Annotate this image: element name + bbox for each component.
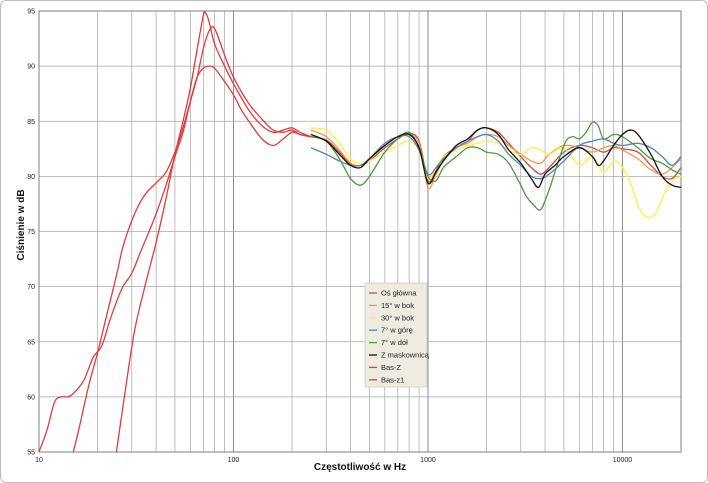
x-tick-label: 10	[35, 457, 43, 464]
series-layer	[38, 10, 682, 453]
series-line-3	[310, 127, 682, 219]
y-tick-label: 75	[27, 229, 35, 236]
x-tick-label: 10000	[613, 457, 633, 464]
y-axis-title: Ciśnienie w dB	[16, 189, 27, 260]
series-line-4	[310, 133, 682, 180]
y-tick-label: 95	[27, 9, 35, 16]
x-axis-title: Częstotliwość w Hz	[314, 462, 406, 473]
legend: Oś główna 15° w bok 30° w bok 7° w górę 7° w…	[364, 282, 430, 388]
legend-label: Bas-Z	[381, 363, 401, 372]
y-tick-label: 80	[27, 174, 35, 181]
series-line-5	[310, 121, 682, 211]
y-tick-label: 70	[27, 284, 35, 291]
legend-label: 30° w bok	[381, 313, 414, 322]
y-tick-label: 85	[27, 119, 35, 126]
x-axis-ticks: 10 100 1000 10000	[35, 457, 632, 464]
series-line-7	[38, 65, 312, 453]
legend-label: 7° w górę	[381, 326, 413, 335]
legend-box	[364, 282, 428, 388]
y-tick-label: 65	[27, 339, 35, 346]
grid	[38, 10, 682, 453]
legend-label: 15° w bok	[381, 301, 414, 310]
legend-label: Bas-z1	[381, 375, 404, 384]
legend-label: Z maskownicą	[381, 351, 430, 360]
series-line-8	[72, 26, 312, 453]
y-axis-ticks: 55 60 65 70 75 80 85 90 95	[27, 9, 35, 457]
y-tick-label: 55	[27, 450, 35, 457]
legend-label: 7° w dół	[381, 338, 408, 347]
x-tick-label: 1000	[420, 457, 436, 464]
series-line-9	[115, 10, 312, 453]
legend-label: Oś główna	[381, 289, 417, 298]
y-tick-label: 90	[27, 64, 35, 71]
plot-area-border	[38, 10, 682, 453]
y-tick-label: 60	[27, 394, 35, 401]
x-tick-label: 100	[228, 457, 240, 464]
series-line-6	[310, 126, 682, 189]
